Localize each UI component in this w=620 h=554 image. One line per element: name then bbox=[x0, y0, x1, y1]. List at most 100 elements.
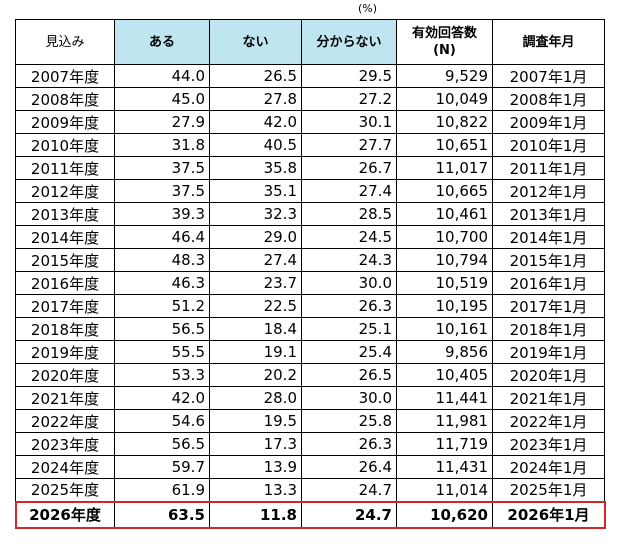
header-wakaranai: 分からない bbox=[301, 19, 397, 65]
cell-mikomi: 2011年度 bbox=[15, 156, 115, 180]
cell-mikomi: 2010年度 bbox=[15, 133, 115, 157]
cell-n: 11,017 bbox=[396, 156, 493, 180]
cell-aru: 31.8 bbox=[114, 133, 210, 157]
cell-chousa: 2021年1月 bbox=[492, 386, 605, 410]
cell-wakaranai: 24.7 bbox=[301, 478, 397, 502]
cell-n: 10,161 bbox=[396, 317, 493, 341]
table-row: 2010年度 31.8 40.5 27.7 10,651 2010年1月 bbox=[15, 133, 605, 157]
table-row: 2007年度 44.0 26.5 29.5 9,529 2007年1月 bbox=[15, 64, 605, 88]
cell-n: 10,620 bbox=[396, 500, 493, 528]
cell-aru: 44.0 bbox=[114, 64, 210, 88]
cell-nai: 28.0 bbox=[209, 386, 302, 410]
cell-wakaranai: 26.7 bbox=[301, 156, 397, 180]
cell-n: 9,856 bbox=[396, 340, 493, 364]
cell-n: 10,519 bbox=[396, 271, 493, 295]
cell-n: 11,441 bbox=[396, 386, 493, 410]
cell-aru: 54.6 bbox=[114, 409, 210, 433]
cell-aru: 56.5 bbox=[114, 432, 210, 456]
cell-nai: 18.4 bbox=[209, 317, 302, 341]
cell-mikomi: 2026年度 bbox=[15, 500, 115, 528]
cell-n: 10,461 bbox=[396, 202, 493, 226]
cell-aru: 27.9 bbox=[114, 110, 210, 134]
cell-chousa: 2019年1月 bbox=[492, 340, 605, 364]
cell-chousa: 2017年1月 bbox=[492, 294, 605, 318]
table-row: 2013年度 39.3 32.3 28.5 10,461 2013年1月 bbox=[15, 202, 605, 226]
cell-wakaranai: 27.7 bbox=[301, 133, 397, 157]
cell-wakaranai: 27.4 bbox=[301, 179, 397, 203]
cell-wakaranai: 25.8 bbox=[301, 409, 397, 433]
cell-n: 10,651 bbox=[396, 133, 493, 157]
cell-mikomi: 2022年度 bbox=[15, 409, 115, 433]
cell-aru: 55.5 bbox=[114, 340, 210, 364]
cell-aru: 46.4 bbox=[114, 225, 210, 249]
cell-n: 10,822 bbox=[396, 110, 493, 134]
table-row: 2024年度 59.7 13.9 26.4 11,431 2024年1月 bbox=[15, 455, 605, 479]
cell-wakaranai: 29.5 bbox=[301, 64, 397, 88]
cell-nai: 32.3 bbox=[209, 202, 302, 226]
cell-wakaranai: 24.3 bbox=[301, 248, 397, 272]
table-row: 2021年度 42.0 28.0 30.0 11,441 2021年1月 bbox=[15, 386, 605, 410]
cell-nai: 19.1 bbox=[209, 340, 302, 364]
cell-aru: 53.3 bbox=[114, 363, 210, 387]
cell-nai: 42.0 bbox=[209, 110, 302, 134]
cell-mikomi: 2012年度 bbox=[15, 179, 115, 203]
cell-aru: 39.3 bbox=[114, 202, 210, 226]
cell-n: 11,014 bbox=[396, 478, 493, 502]
cell-chousa: 2010年1月 bbox=[492, 133, 605, 157]
cell-mikomi: 2009年度 bbox=[15, 110, 115, 134]
cell-aru: 51.2 bbox=[114, 294, 210, 318]
cell-nai: 26.5 bbox=[209, 64, 302, 88]
cell-wakaranai: 25.1 bbox=[301, 317, 397, 341]
table-row: 2008年度 45.0 27.8 27.2 10,049 2008年1月 bbox=[15, 87, 605, 111]
cell-nai: 11.8 bbox=[209, 500, 302, 528]
cell-chousa: 2015年1月 bbox=[492, 248, 605, 272]
cell-n: 11,431 bbox=[396, 455, 493, 479]
cell-wakaranai: 26.3 bbox=[301, 294, 397, 318]
cell-chousa: 2013年1月 bbox=[492, 202, 605, 226]
data-table: 見込み ある ない 分からない 有効回答数 (N) 調査年月 2007年度 44.0 26.5 29… bbox=[15, 19, 605, 528]
cell-nai: 13.9 bbox=[209, 455, 302, 479]
cell-aru: 48.3 bbox=[114, 248, 210, 272]
table-row: 2018年度 56.5 18.4 25.1 10,161 2018年1月 bbox=[15, 317, 605, 341]
table-row: 2019年度 55.5 19.1 25.4 9,856 2019年1月 bbox=[15, 340, 605, 364]
cell-wakaranai: 27.2 bbox=[301, 87, 397, 111]
cell-aru: 37.5 bbox=[114, 179, 210, 203]
cell-nai: 35.8 bbox=[209, 156, 302, 180]
cell-mikomi: 2007年度 bbox=[15, 64, 115, 88]
cell-chousa: 2007年1月 bbox=[492, 64, 605, 88]
cell-mikomi: 2008年度 bbox=[15, 87, 115, 111]
cell-chousa: 2012年1月 bbox=[492, 179, 605, 203]
cell-n: 10,794 bbox=[396, 248, 493, 272]
cell-chousa: 2014年1月 bbox=[492, 225, 605, 249]
cell-mikomi: 2019年度 bbox=[15, 340, 115, 364]
cell-mikomi: 2023年度 bbox=[15, 432, 115, 456]
cell-chousa: 2008年1月 bbox=[492, 87, 605, 111]
cell-nai: 35.1 bbox=[209, 179, 302, 203]
table-row: 2020年度 53.3 20.2 26.5 10,405 2020年1月 bbox=[15, 363, 605, 387]
cell-mikomi: 2017年度 bbox=[15, 294, 115, 318]
cell-nai: 20.2 bbox=[209, 363, 302, 387]
table-row: 2026年度 63.5 11.8 24.7 10,620 2026年1月 bbox=[15, 500, 605, 528]
cell-mikomi: 2021年度 bbox=[15, 386, 115, 410]
cell-mikomi: 2015年度 bbox=[15, 248, 115, 272]
table-row: 2012年度 37.5 35.1 27.4 10,665 2012年1月 bbox=[15, 179, 605, 203]
cell-wakaranai: 24.7 bbox=[301, 500, 397, 528]
header-row: 見込み ある ない 分からない 有効回答数 (N) 調査年月 bbox=[15, 19, 605, 65]
cell-nai: 27.8 bbox=[209, 87, 302, 111]
cell-mikomi: 2018年度 bbox=[15, 317, 115, 341]
cell-aru: 46.3 bbox=[114, 271, 210, 295]
table-row: 2009年度 27.9 42.0 30.1 10,822 2009年1月 bbox=[15, 110, 605, 134]
cell-n: 11,981 bbox=[396, 409, 493, 433]
cell-chousa: 2026年1月 bbox=[492, 500, 605, 528]
header-aru: ある bbox=[114, 19, 210, 65]
cell-nai: 29.0 bbox=[209, 225, 302, 249]
cell-nai: 17.3 bbox=[209, 432, 302, 456]
cell-aru: 45.0 bbox=[114, 87, 210, 111]
cell-nai: 19.5 bbox=[209, 409, 302, 433]
cell-chousa: 2023年1月 bbox=[492, 432, 605, 456]
table-row: 2016年度 46.3 23.7 30.0 10,519 2016年1月 bbox=[15, 271, 605, 295]
cell-mikomi: 2013年度 bbox=[15, 202, 115, 226]
table-row: 2023年度 56.5 17.3 26.3 11,719 2023年1月 bbox=[15, 432, 605, 456]
table-row: 2017年度 51.2 22.5 26.3 10,195 2017年1月 bbox=[15, 294, 605, 318]
header-n: 有効回答数 (N) bbox=[396, 19, 493, 65]
